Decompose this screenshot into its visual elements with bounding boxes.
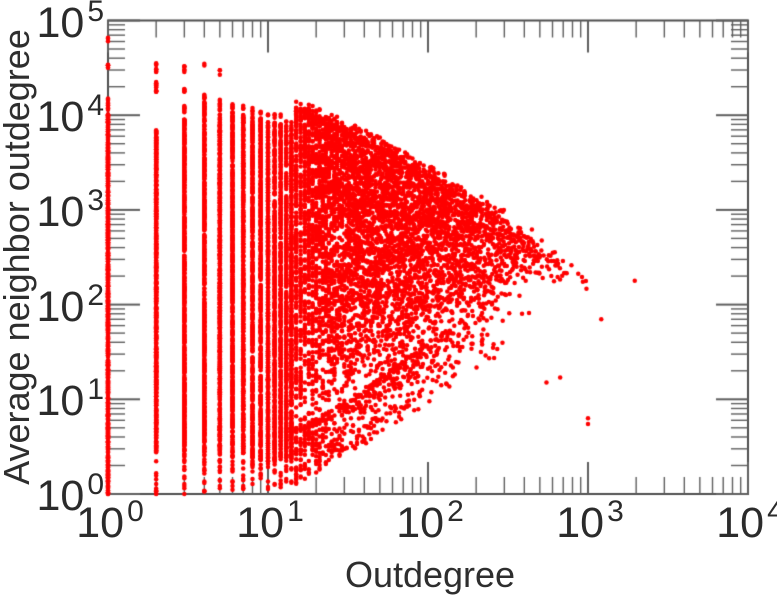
y-tick-label-10e5: 10 5 xyxy=(36,0,104,47)
x-tick-label-10e1: 10 1 xyxy=(236,495,304,547)
y-tick-label-10e1: 10 1 xyxy=(36,373,104,426)
y-tick-label-10e0: 10 0 xyxy=(36,468,104,520)
x-tick-label-10e4: 10 4 xyxy=(716,495,777,547)
y-tick-label-10e4: 10 4 xyxy=(36,89,104,142)
y-tick-label-10e3: 10 3 xyxy=(36,183,104,236)
y-axis-title: Average neighbor outdegree xyxy=(0,29,37,485)
x-tick-label-10e3: 10 3 xyxy=(556,495,624,547)
y-tick-label-10e2: 10 2 xyxy=(36,278,104,331)
x-tick-label-10e2: 10 2 xyxy=(396,495,464,547)
x-tick-label-10e0: 10 0 xyxy=(76,495,144,547)
x-axis-title: Outdegree xyxy=(344,554,516,595)
